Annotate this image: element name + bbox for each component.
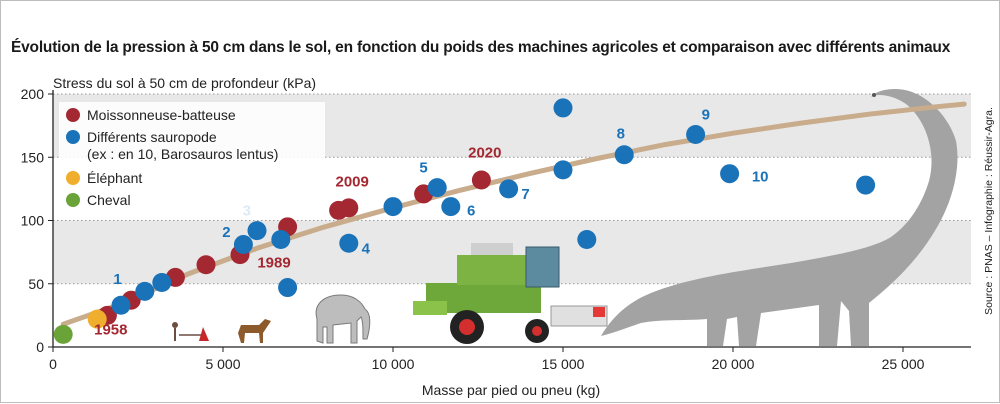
annotation-label: 10 (752, 168, 769, 185)
legend-label-sauropod: Différents sauropode (ex : en 10, Barosa… (87, 129, 278, 162)
point-moissonneuse-batteuse (339, 198, 359, 218)
legend-swatch-horse (66, 193, 80, 207)
y-tick-label: 150 (21, 149, 45, 165)
legend-label-horse: Cheval (87, 192, 131, 208)
legend-swatch-sauropod (66, 130, 80, 144)
source-credit: Source : PNAS – Infographie : Réussir-Ag… (983, 107, 995, 315)
point-diff-rents-sauropode (686, 124, 706, 144)
illustrations (172, 89, 958, 346)
point-diff-rents-sauropode (577, 229, 597, 249)
x-tick-label: 20 000 (712, 356, 755, 372)
point-cheval (53, 324, 73, 344)
point-moissonneuse-batteuse (196, 255, 216, 275)
legend-box (59, 102, 325, 216)
y-tick-label: 50 (28, 276, 44, 292)
point-diff-rents-sauropode (856, 175, 876, 195)
legend-swatch-combine (66, 108, 80, 122)
y-axis-label: Stress du sol à 50 cm de profondeur (kPa… (53, 75, 316, 91)
point--l-phant (87, 309, 107, 329)
x-tick-label: 25 000 (882, 356, 925, 372)
point-diff-rents-sauropode (720, 164, 740, 184)
annotation-label: 5 (419, 159, 427, 176)
point-diff-rents-sauropode (233, 235, 253, 255)
chart-title: Évolution de la pression à 50 cm dans le… (11, 39, 951, 56)
sauropod-illustration (601, 89, 958, 346)
annotation-label: 1 (113, 271, 121, 288)
legend-swatch-elephant (66, 171, 80, 185)
point-diff-rents-sauropode (135, 281, 155, 301)
point-diff-rents-sauropode (271, 229, 291, 249)
annotation-label: 2009 (336, 173, 369, 190)
point-moissonneuse-batteuse (471, 170, 491, 190)
y-tick-label: 0 (36, 339, 44, 355)
y-tick-label: 100 (21, 213, 45, 229)
point-diff-rents-sauropode (614, 145, 634, 165)
annotation-label: 2020 (468, 144, 501, 161)
point-diff-rents-sauropode (441, 197, 461, 217)
x-tick-label: 5 000 (205, 356, 240, 372)
annotation-label: 4 (362, 240, 371, 257)
annotation-label: 1989 (257, 254, 290, 271)
legend-label-combine: Moissonneuse-batteuse (87, 107, 236, 123)
elephant-illustration (315, 294, 371, 344)
x-axis-label: Masse par pied ou pneu (kg) (422, 382, 600, 398)
axes: 0 50 100 150 200 0 5 000 10 000 15 000 20 000 25 0… (21, 86, 971, 372)
x-tick-label: 10 000 (372, 356, 415, 372)
combine-harvester-illustration (413, 243, 608, 344)
point-diff-rents-sauropode (383, 197, 403, 217)
farmer-plough-illustration (172, 322, 209, 341)
point-diff-rents-sauropode (553, 160, 573, 180)
annotation-label: 2 (222, 224, 230, 241)
legend-label-elephant: Éléphant (87, 170, 142, 186)
annotation-label: 1958 (94, 321, 127, 338)
point-diff-rents-sauropode (278, 278, 298, 298)
annotation-label: 8 (617, 125, 625, 142)
point-diff-rents-sauropode (247, 221, 267, 241)
horse-illustration (238, 319, 271, 343)
annotation-label: 6 (467, 202, 475, 219)
legend: Moissonneuse-batteuse Différents sauropo… (59, 102, 325, 216)
point-diff-rents-sauropode (553, 98, 573, 118)
annotation-label: 9 (702, 106, 710, 123)
point-diff-rents-sauropode (111, 295, 131, 315)
data-points (53, 98, 876, 344)
x-tick-label: 15 000 (542, 356, 585, 372)
annotation-label: 7 (521, 186, 529, 203)
point-diff-rents-sauropode (339, 233, 359, 253)
point-diff-rents-sauropode (499, 179, 519, 199)
point-diff-rents-sauropode (152, 272, 172, 292)
x-tick-label: 0 (49, 356, 57, 372)
y-tick-label: 200 (21, 86, 45, 102)
point-diff-rents-sauropode (427, 178, 447, 198)
